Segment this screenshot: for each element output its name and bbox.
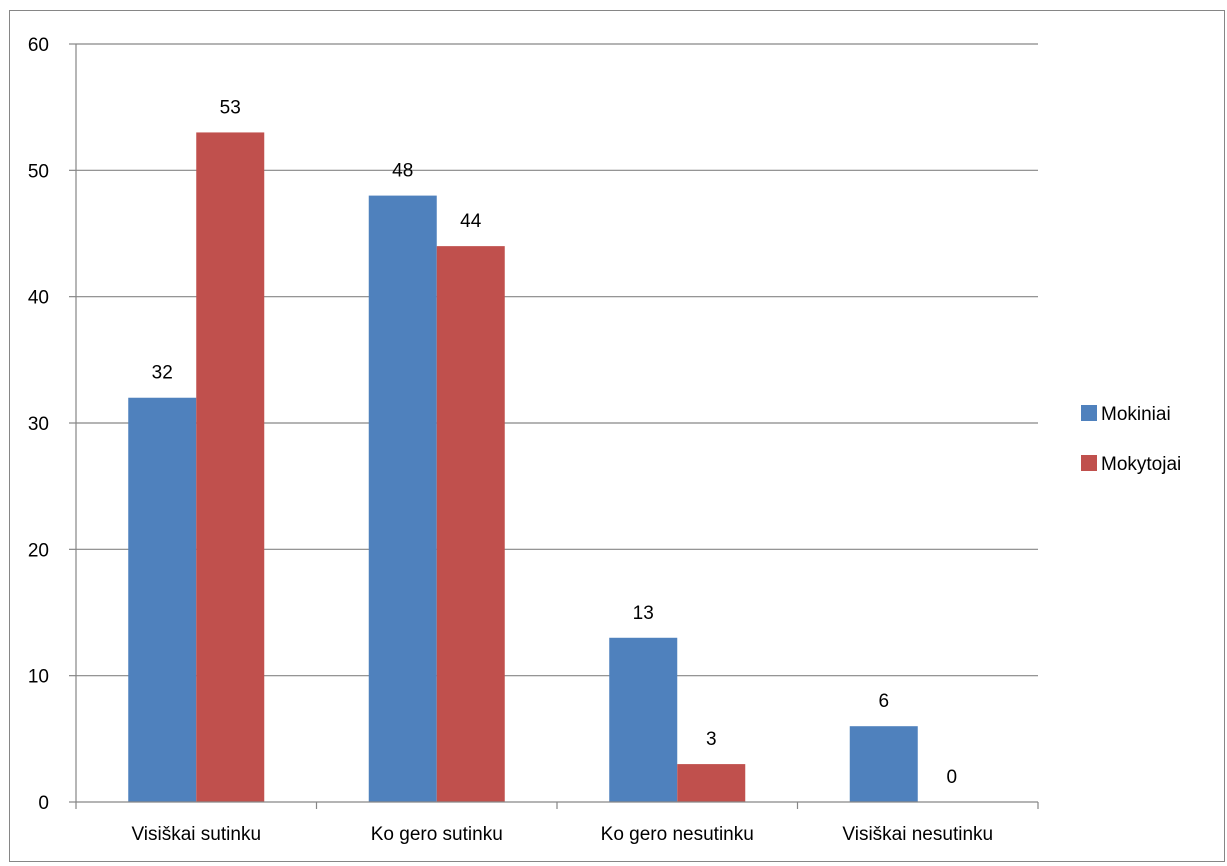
legend-label: Mokytojai xyxy=(1101,454,1181,475)
x-category-label: Visiškai sutinku xyxy=(131,824,261,845)
x-category-label: Ko gero sutinku xyxy=(371,824,503,845)
bar xyxy=(849,726,918,802)
y-tick-label: 10 xyxy=(28,667,49,688)
y-tick-label: 20 xyxy=(28,540,49,561)
x-category-label: Ko gero nesutinku xyxy=(601,824,754,845)
y-tick-label: 50 xyxy=(28,161,49,182)
data-label: 44 xyxy=(460,211,482,232)
legend: Mokiniai Mokytojai xyxy=(1081,404,1181,475)
bar xyxy=(677,764,746,802)
bar xyxy=(609,637,678,802)
bar xyxy=(368,195,437,803)
legend-label: Mokiniai xyxy=(1101,404,1171,425)
data-label: 48 xyxy=(392,161,413,182)
data-label: 13 xyxy=(633,603,654,624)
bar xyxy=(196,132,265,802)
x-category-label: Visiškai nesutinku xyxy=(842,824,993,845)
y-tick-label: 60 xyxy=(28,35,49,56)
legend-swatch xyxy=(1081,455,1097,471)
bar xyxy=(128,397,197,802)
bar xyxy=(436,246,505,803)
data-labels: 32 48 13 6 53 44 3 0 xyxy=(152,97,957,788)
data-label: 6 xyxy=(878,691,889,712)
y-tick-label: 0 xyxy=(38,793,49,814)
data-label: 53 xyxy=(220,97,241,118)
legend-swatch xyxy=(1081,405,1097,421)
y-tick-label: 40 xyxy=(28,288,49,309)
data-label: 32 xyxy=(152,363,173,384)
data-label: 0 xyxy=(946,767,957,788)
bars xyxy=(128,132,918,803)
data-label: 3 xyxy=(706,729,717,750)
y-tick-label: 30 xyxy=(28,414,49,435)
